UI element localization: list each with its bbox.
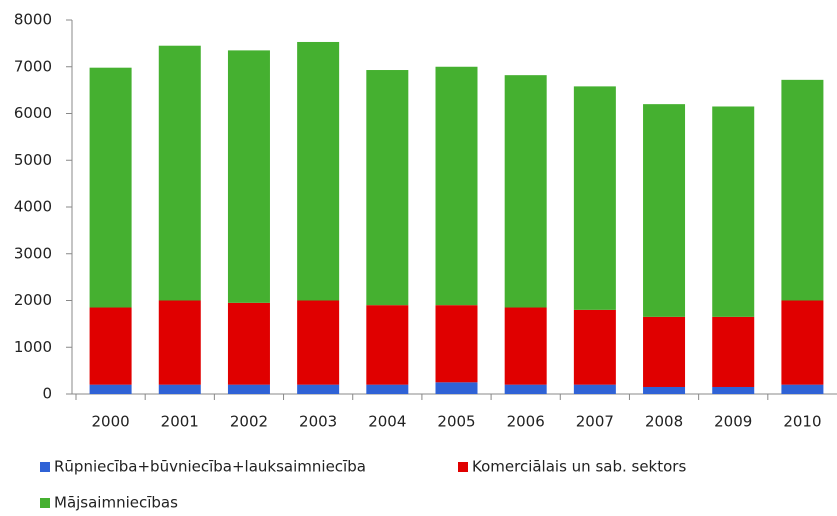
bar-segment — [227, 302, 270, 385]
y-tick-label: 0 — [42, 385, 52, 403]
bar-segment — [712, 316, 755, 387]
y-tick-label: 8000 — [14, 11, 52, 29]
x-tick-label: 2003 — [299, 413, 337, 431]
x-tick-label: 2009 — [714, 413, 752, 431]
bar-segment — [435, 66, 478, 306]
legend-swatch — [40, 462, 50, 472]
legend-swatch — [458, 462, 468, 472]
legend-label: Mājsaimniecības — [54, 494, 178, 512]
bar-segment — [504, 384, 547, 394]
bar-segment — [227, 384, 270, 394]
bar-segment — [89, 307, 132, 385]
bar-segment — [712, 386, 755, 394]
bar-segment — [643, 104, 686, 317]
legend-label: Komerciālais un sab. sektors — [472, 458, 686, 476]
y-tick-label: 4000 — [14, 198, 52, 216]
y-tick-label: 3000 — [14, 244, 52, 262]
bar-segment — [643, 316, 686, 387]
x-tick-label: 2010 — [783, 413, 821, 431]
bar-segment — [227, 50, 270, 303]
x-tick-label: 2005 — [437, 413, 475, 431]
x-tick-label: 2004 — [368, 413, 406, 431]
bar-segment — [158, 384, 201, 394]
y-tick-label: 5000 — [14, 151, 52, 169]
y-tick-label: 1000 — [14, 338, 52, 356]
bar-segment — [366, 305, 409, 385]
bar-segment — [297, 384, 340, 394]
bar-segment — [504, 75, 547, 308]
bar-segment — [573, 384, 616, 394]
x-tick-label: 2000 — [91, 413, 129, 431]
y-tick-label: 2000 — [14, 291, 52, 309]
bar-segment — [366, 70, 409, 306]
bar-segment — [712, 106, 755, 317]
legend-label: Rūpniecība+būvniecība+lauksaimniecība — [54, 458, 366, 476]
x-tick-label: 2008 — [645, 413, 683, 431]
bar-segment — [781, 79, 824, 301]
bar-segment — [573, 309, 616, 385]
bar-segment — [297, 300, 340, 385]
x-tick-label: 2007 — [576, 413, 614, 431]
bar-segment — [573, 86, 616, 310]
x-tick-label: 2006 — [507, 413, 545, 431]
bar-segment — [781, 300, 824, 385]
bar-segment — [643, 386, 686, 394]
bar-segment — [89, 384, 132, 394]
legend-swatch — [40, 498, 50, 508]
bar-segment — [504, 307, 547, 385]
bar-segment — [89, 67, 132, 308]
y-tick-label: 6000 — [14, 104, 52, 122]
bar-segment — [781, 384, 824, 394]
bar-segment — [297, 41, 340, 301]
x-tick-label: 2002 — [230, 413, 268, 431]
x-tick-label: 2001 — [161, 413, 199, 431]
bar-segment — [158, 45, 201, 301]
bar-segment — [435, 305, 478, 383]
y-tick-label: 7000 — [14, 57, 52, 75]
bar-segment — [366, 384, 409, 394]
bar-segment — [158, 300, 201, 385]
bar-segment — [435, 382, 478, 394]
